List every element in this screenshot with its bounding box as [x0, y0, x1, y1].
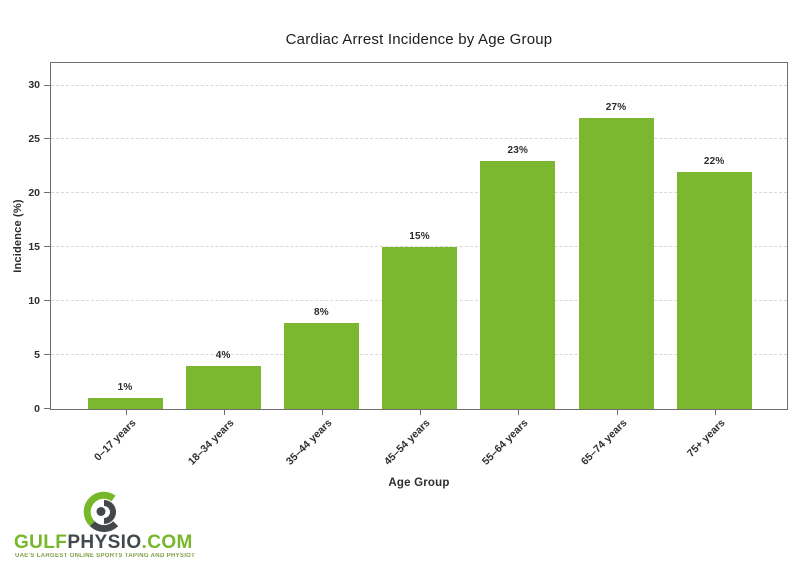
- wordmark-com: .COM: [141, 532, 193, 553]
- bar-value-label: 23%: [507, 145, 529, 157]
- y-tick-label: 15: [28, 240, 40, 253]
- x-tick-label: 18–34 years: [185, 417, 237, 468]
- x-tick-mark: [420, 410, 422, 415]
- gridline: [51, 84, 787, 86]
- logo-tagline: UAE'S LARGEST ONLINE SPORTS TAPING AND P…: [15, 553, 195, 559]
- y-tick-mark: [44, 84, 50, 86]
- bar-value-label: 22%: [703, 155, 725, 167]
- x-tick-label: 0–17 years: [91, 417, 138, 464]
- x-tick-mark: [616, 410, 618, 415]
- bar-value-label: 27%: [605, 101, 627, 113]
- y-tick-mark: [44, 246, 50, 248]
- bar: [185, 365, 261, 409]
- x-tick-mark: [714, 410, 716, 415]
- gridline: [51, 246, 787, 248]
- bar-value-label: 1%: [117, 382, 133, 394]
- bar: [578, 117, 654, 409]
- y-tick-mark: [44, 408, 50, 409]
- bar: [382, 247, 458, 409]
- wordmark-physio: PHYSIO: [67, 532, 142, 553]
- x-tick-mark: [518, 410, 520, 415]
- chart-title: Cardiac Arrest Incidence by Age Group: [285, 31, 553, 48]
- gulfphysio-wordmark: GULFPHYSIO.COM: [14, 532, 195, 554]
- y-tick-label: 25: [28, 132, 40, 145]
- bar-value-label: 8%: [313, 306, 329, 318]
- y-tick-label: 5: [34, 348, 40, 361]
- gridline: [51, 138, 787, 140]
- x-tick-label: 35–44 years: [283, 417, 335, 468]
- x-tick-mark: [125, 410, 127, 415]
- x-tick-mark: [223, 410, 225, 415]
- bar: [283, 322, 359, 409]
- bar: [87, 398, 163, 409]
- x-axis-title: Age Group: [388, 477, 450, 489]
- bar: [480, 161, 556, 409]
- y-tick-label: 20: [28, 186, 40, 199]
- y-tick-label: 0: [34, 402, 40, 415]
- wordmark-gulf: GULF: [14, 532, 68, 553]
- gridline: [51, 192, 787, 194]
- y-tick-label: 10: [28, 294, 40, 307]
- plot-area: 1% 4% 8% 15% 23% 27% 22%: [50, 62, 788, 410]
- bar-value-label: 15%: [409, 231, 430, 243]
- x-tick-mark: [321, 410, 323, 415]
- bar-value-label: 4%: [215, 349, 231, 361]
- gulfphysio-g-icon: [83, 491, 119, 533]
- bar: [676, 171, 752, 409]
- x-tick-label: 55–64 years: [480, 417, 531, 468]
- y-axis-title: Incidence (%): [12, 199, 24, 273]
- y-tick-mark: [44, 138, 50, 140]
- x-tick-label: 75+ years: [684, 417, 728, 460]
- y-tick-mark: [44, 192, 50, 194]
- y-tick-label: 30: [28, 79, 40, 92]
- x-tick-label: 45–54 years: [381, 417, 433, 468]
- y-tick-mark: [44, 354, 50, 356]
- x-tick-label: 65–74 years: [578, 417, 629, 468]
- y-tick-mark: [44, 300, 50, 302]
